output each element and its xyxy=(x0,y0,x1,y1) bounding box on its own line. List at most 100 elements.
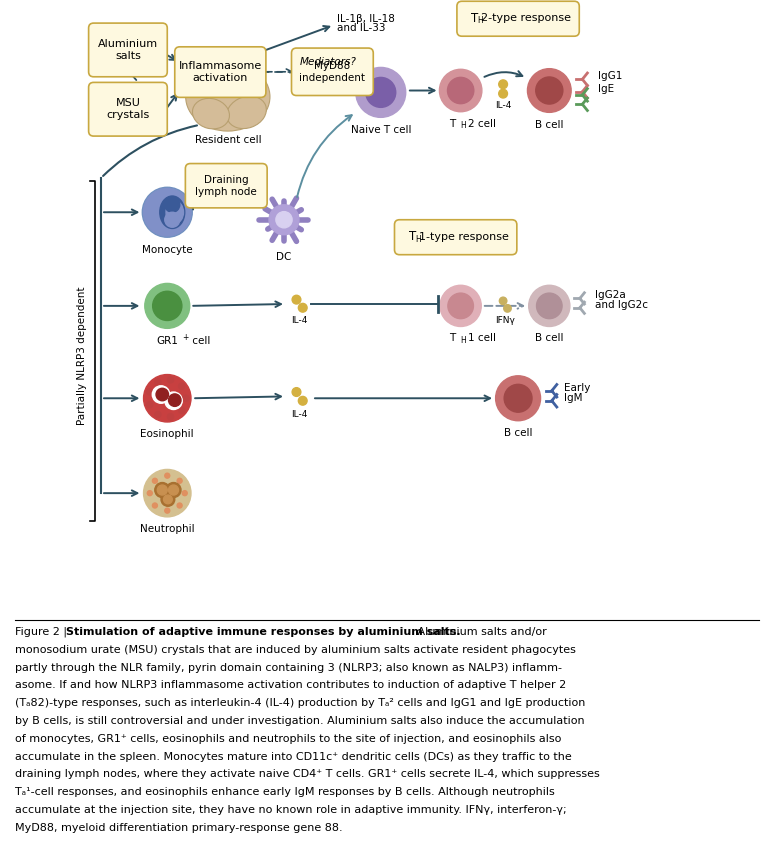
Text: Naive T cell: Naive T cell xyxy=(351,125,411,135)
FancyBboxPatch shape xyxy=(88,82,167,136)
Circle shape xyxy=(155,483,170,498)
FancyBboxPatch shape xyxy=(175,47,266,97)
Text: IgG1: IgG1 xyxy=(598,71,622,81)
Ellipse shape xyxy=(227,96,266,128)
Text: Figure 2 |: Figure 2 | xyxy=(15,627,71,637)
Circle shape xyxy=(152,386,170,403)
Circle shape xyxy=(182,491,187,496)
Circle shape xyxy=(292,296,301,304)
Text: Aluminium
salts: Aluminium salts xyxy=(98,39,158,61)
Text: Early: Early xyxy=(564,383,591,394)
FancyBboxPatch shape xyxy=(395,219,517,255)
Circle shape xyxy=(269,205,299,235)
Circle shape xyxy=(177,479,182,483)
Text: Tₐ¹-cell responses, and eosinophils enhance early IgM responses by B cells. Alth: Tₐ¹-cell responses, and eosinophils enha… xyxy=(15,787,555,797)
Text: H: H xyxy=(460,121,466,130)
Text: IL-4: IL-4 xyxy=(495,101,512,110)
Text: by B cells, is still controversial and under investigation. Aluminium salts also: by B cells, is still controversial and u… xyxy=(15,716,585,726)
Circle shape xyxy=(529,285,570,327)
Circle shape xyxy=(169,394,181,407)
Text: IL-4: IL-4 xyxy=(292,316,308,325)
Circle shape xyxy=(143,188,191,236)
Text: H: H xyxy=(415,235,421,244)
FancyBboxPatch shape xyxy=(457,1,579,36)
Text: Aluminium salts and/or: Aluminium salts and/or xyxy=(414,627,546,636)
Circle shape xyxy=(165,508,170,513)
Circle shape xyxy=(536,293,562,319)
Text: GR1: GR1 xyxy=(156,336,178,346)
Circle shape xyxy=(165,212,180,227)
Circle shape xyxy=(498,80,508,88)
Text: and IL-33: and IL-33 xyxy=(337,23,385,33)
Circle shape xyxy=(166,483,181,498)
Circle shape xyxy=(169,485,179,495)
Text: Stimulation of adaptive immune responses by aluminium salts.: Stimulation of adaptive immune responses… xyxy=(66,627,461,636)
Circle shape xyxy=(165,198,180,212)
Text: IgM: IgM xyxy=(564,394,583,403)
Text: B cell: B cell xyxy=(535,120,563,130)
Text: +: + xyxy=(182,333,189,342)
Circle shape xyxy=(143,469,191,517)
Circle shape xyxy=(504,304,511,312)
Text: 2 cell: 2 cell xyxy=(468,119,496,128)
Circle shape xyxy=(146,388,152,395)
Circle shape xyxy=(155,411,161,418)
Text: T: T xyxy=(450,119,456,128)
Circle shape xyxy=(504,384,532,412)
Circle shape xyxy=(147,491,152,496)
Circle shape xyxy=(142,187,192,238)
Text: H: H xyxy=(478,16,483,25)
Circle shape xyxy=(447,77,474,104)
Text: Draining
lymph node: Draining lymph node xyxy=(195,175,257,197)
Ellipse shape xyxy=(193,98,229,129)
Text: Neutrophil: Neutrophil xyxy=(140,525,194,534)
Text: 2-type response: 2-type response xyxy=(481,13,571,23)
Circle shape xyxy=(163,495,173,504)
Circle shape xyxy=(440,69,482,112)
Text: MyD88, myeloid differentiation primary-response gene 88.: MyD88, myeloid differentiation primary-r… xyxy=(15,823,343,832)
Circle shape xyxy=(183,395,189,401)
Text: IgE: IgE xyxy=(598,83,614,94)
Circle shape xyxy=(495,375,540,420)
Text: IL-1β, IL-18: IL-1β, IL-18 xyxy=(337,14,395,23)
Circle shape xyxy=(366,77,396,108)
Text: IL-4: IL-4 xyxy=(292,409,308,419)
Circle shape xyxy=(179,383,185,389)
Text: Mediators?: Mediators? xyxy=(300,57,356,68)
Circle shape xyxy=(536,77,563,104)
Circle shape xyxy=(527,68,571,113)
Circle shape xyxy=(152,291,182,321)
Ellipse shape xyxy=(166,201,183,224)
Circle shape xyxy=(157,485,167,495)
Text: DC: DC xyxy=(276,252,292,262)
Circle shape xyxy=(440,285,481,327)
Text: 1 cell: 1 cell xyxy=(468,333,496,343)
Circle shape xyxy=(146,401,152,407)
Circle shape xyxy=(161,492,175,506)
Circle shape xyxy=(276,212,292,228)
Text: Resident cell: Resident cell xyxy=(194,135,261,146)
Circle shape xyxy=(156,388,169,401)
Circle shape xyxy=(145,284,190,329)
Text: accumulate at the injection site, they have no known role in adaptive immunity. : accumulate at the injection site, they h… xyxy=(15,805,567,815)
Text: accumulate in the spleen. Monocytes mature into CD11c⁺ dendritic cells (DCs) as : accumulate in the spleen. Monocytes matu… xyxy=(15,752,572,761)
Text: monosodium urate (MSU) crystals that are induced by aluminium salts activate res: monosodium urate (MSU) crystals that are… xyxy=(15,645,577,655)
Ellipse shape xyxy=(223,60,264,96)
Circle shape xyxy=(152,479,157,483)
Circle shape xyxy=(143,375,191,422)
Text: B cell: B cell xyxy=(504,428,533,438)
Text: 1-type response: 1-type response xyxy=(419,231,509,242)
Circle shape xyxy=(498,89,508,98)
Circle shape xyxy=(448,293,474,319)
Circle shape xyxy=(165,473,170,479)
Text: and IgG2c: and IgG2c xyxy=(595,300,649,310)
Text: Partially NLRP3 dependent: Partially NLRP3 dependent xyxy=(77,287,87,425)
Text: MSU
crystals: MSU crystals xyxy=(106,99,149,120)
Text: T: T xyxy=(471,11,478,24)
FancyBboxPatch shape xyxy=(292,48,373,95)
Text: Eosinophil: Eosinophil xyxy=(140,429,194,440)
Ellipse shape xyxy=(190,62,228,94)
Text: T: T xyxy=(450,333,456,343)
Ellipse shape xyxy=(186,62,270,131)
Ellipse shape xyxy=(159,196,185,229)
